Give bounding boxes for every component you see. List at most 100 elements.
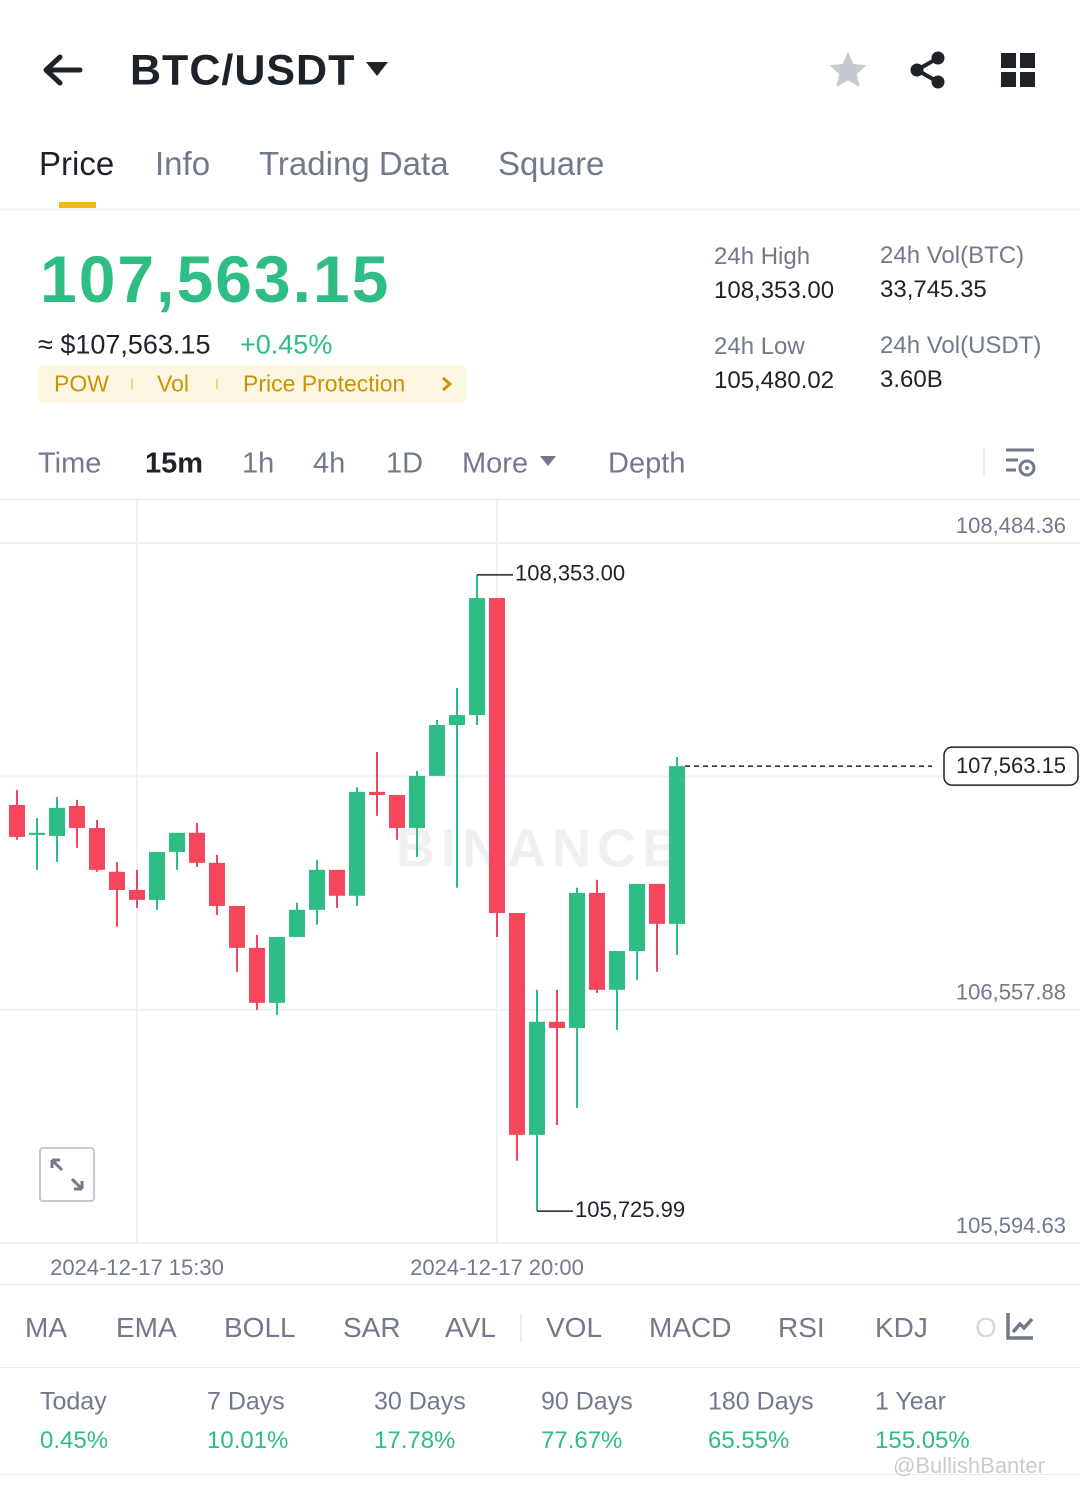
candle-body [629, 883, 645, 952]
y-tick-label: 106,557.88 [956, 979, 1066, 1004]
indicator[interactable]: MA [25, 1312, 67, 1343]
candle-body [569, 892, 585, 1029]
expand-button[interactable] [39, 1147, 95, 1202]
y-tick-label: 105,594.63 [956, 1213, 1066, 1238]
indicator-settings-icon[interactable] [1005, 1311, 1035, 1341]
candle-body [609, 951, 625, 990]
candle-body [49, 807, 65, 836]
share-icon[interactable] [908, 50, 948, 90]
candle-body [489, 598, 505, 913]
candle-body [409, 775, 425, 828]
candle-body [229, 905, 245, 948]
period-label: 180 Days [708, 1387, 814, 1416]
y-tick-label: 108,484.36 [956, 513, 1066, 538]
candle-body [509, 912, 525, 1135]
interval[interactable]: 1h [242, 447, 275, 480]
indicator[interactable]: AVL [445, 1312, 496, 1343]
divider [0, 499, 1080, 500]
candle-body [109, 871, 125, 890]
candle-body [369, 791, 385, 796]
stat-label: 24h High [714, 243, 811, 270]
period-value: 65.55% [708, 1427, 790, 1454]
chart-watermark: BINANCE [396, 818, 684, 878]
interval[interactable]: Time [38, 447, 102, 480]
tag[interactable]: POW [54, 370, 109, 397]
period-value: 77.67% [541, 1427, 623, 1454]
price-change: +0.45% [240, 329, 333, 360]
period-label: 1 Year [875, 1387, 946, 1416]
divider [0, 1284, 1080, 1285]
tab[interactable]: Trading Data [259, 145, 449, 182]
fiat-price: ≈ $107,563.15 [38, 329, 211, 360]
pair-title[interactable]: BTC/USDT [130, 46, 356, 95]
extreme-label: 108,353.00 [515, 561, 625, 586]
chart-settings-icon[interactable] [1004, 446, 1038, 480]
last-price-label: 107,563.15 [956, 753, 1066, 778]
indicator[interactable]: BOLL [224, 1312, 296, 1343]
candle-body [169, 832, 185, 852]
candle-body [129, 889, 145, 900]
candle-body [9, 804, 25, 837]
indicator[interactable]: SAR [343, 1312, 401, 1343]
candle-body [469, 598, 485, 716]
layout-icon[interactable] [1000, 52, 1036, 88]
candle-body [209, 862, 225, 906]
x-tick-label: 2024-12-17 20:00 [410, 1255, 584, 1280]
period-label: Today [40, 1387, 107, 1416]
stat-label: 24h Vol(BTC) [880, 242, 1025, 269]
candle-body [309, 869, 325, 910]
indicator[interactable]: VOL [546, 1312, 603, 1343]
candle-body [589, 892, 605, 990]
favorite-icon[interactable] [827, 50, 869, 90]
tab-indicator [59, 202, 96, 208]
tab[interactable]: Info [155, 145, 211, 182]
interval[interactable]: More [462, 447, 529, 480]
stat-value: 108,353.00 [714, 277, 835, 304]
interval[interactable]: 4h [313, 447, 346, 480]
period-label: 30 Days [374, 1387, 466, 1416]
interval[interactable]: Depth [608, 447, 686, 480]
tag-separator [216, 379, 218, 389]
stat-value: 3.60B [880, 366, 943, 393]
period-value: 17.78% [374, 1427, 456, 1454]
candle-body [669, 766, 685, 924]
candle-body [349, 791, 365, 896]
tab-active[interactable]: Price [39, 145, 115, 182]
candle-body [29, 832, 45, 835]
stat-value: 33,745.35 [880, 276, 987, 303]
candle-body [389, 795, 405, 828]
interval-active[interactable]: 15m [145, 447, 204, 480]
divider [0, 209, 1080, 210]
stat-value: 105,480.02 [714, 367, 835, 394]
separator [520, 1314, 522, 1342]
divider [0, 1367, 1080, 1368]
candle-body [289, 909, 305, 937]
tab[interactable]: Square [498, 145, 605, 182]
pair-dropdown[interactable] [364, 60, 390, 78]
indicator[interactable]: RSI [778, 1312, 825, 1343]
candle-body [89, 827, 105, 870]
watermark: @BullishBanter [893, 1453, 1045, 1478]
candle-body [549, 1021, 565, 1029]
period-label: 90 Days [541, 1387, 633, 1416]
tag[interactable]: Price Protection [243, 370, 406, 397]
last-price: 107,563.15 [40, 242, 391, 316]
period-value: 10.01% [207, 1427, 289, 1454]
indicator[interactable]: KDJ [875, 1312, 928, 1343]
tag-bar[interactable] [38, 365, 466, 403]
indicator-fade [996, 1306, 1080, 1350]
tag[interactable]: Vol [157, 370, 189, 397]
candle-body [69, 805, 85, 828]
back-button[interactable] [40, 50, 86, 90]
tag-chevron [442, 376, 453, 392]
indicator[interactable]: MACD [649, 1312, 732, 1343]
candle-body [329, 869, 345, 896]
more-caret [540, 456, 556, 466]
interval[interactable]: 1D [386, 447, 424, 480]
indicator[interactable]: EMA [116, 1312, 177, 1343]
candle-body [189, 832, 205, 863]
x-tick-label: 2024-12-17 15:30 [50, 1255, 224, 1280]
indicator[interactable]: O [975, 1312, 997, 1343]
stat-label: 24h Low [714, 333, 805, 360]
